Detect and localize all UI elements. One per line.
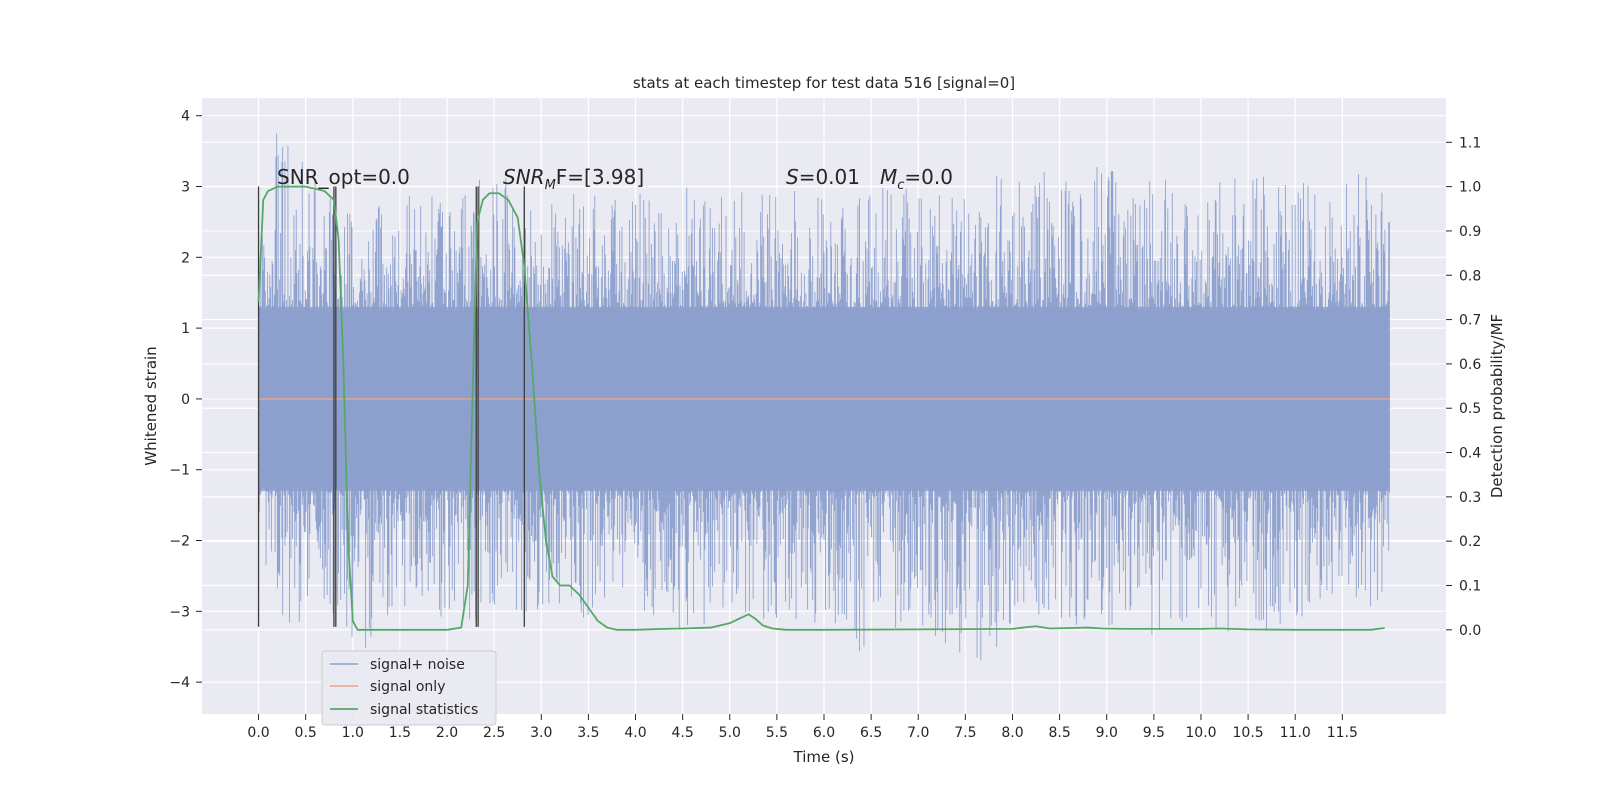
y-tick-label: −2 [169, 534, 190, 550]
annotation-snr-mf-subscript: M [545, 178, 556, 193]
y-right-tick-label: 0.0 [1459, 623, 1481, 639]
legend-box [321, 650, 497, 726]
annotation-snr-mf-symbol: SNR [503, 165, 545, 189]
y-right-tick-label: 0.4 [1459, 446, 1481, 462]
x-tick-label: 3.5 [577, 725, 599, 741]
annotation-s-symbol: S [786, 165, 799, 189]
annotation-snr-opt: SNR_opt=0.0 [277, 165, 410, 189]
annotation-mc-symbol: M [880, 165, 897, 189]
legend-label-signal-noise: signal+ noise [370, 657, 465, 673]
x-tick-label: 8.0 [1001, 725, 1023, 741]
legend-label-signal-statistics: signal statistics [370, 702, 478, 718]
x-tick-label: 1.0 [342, 725, 364, 741]
annotation-mc: Mc=0.0 [880, 165, 953, 193]
y-tick-label: 0 [181, 392, 190, 408]
x-tick-label: 0.0 [247, 725, 269, 741]
y-right-tick-label: 0.5 [1459, 401, 1481, 417]
x-tick-label: 10.5 [1233, 725, 1264, 741]
annotation-snr-mf: SNRMF=[3.98] [503, 165, 644, 193]
y-tick-label: −1 [169, 463, 190, 479]
x-tick-label: 5.5 [766, 725, 788, 741]
y-right-tick-label: 1.1 [1459, 135, 1481, 151]
annotation-mc-subscript: c [897, 178, 904, 193]
x-tick-label: 0.5 [295, 725, 317, 741]
signal-statistics-line [257, 185, 1385, 631]
x-tick-label: 2.5 [483, 725, 505, 741]
y-right-tick-label: 0.2 [1459, 534, 1481, 550]
y-tick-label: 4 [181, 109, 190, 125]
x-tick-label: 11.0 [1280, 725, 1311, 741]
x-tick-label: 5.0 [719, 725, 741, 741]
y-axis-label-left: Whitened strain [142, 346, 160, 465]
y-tick-label: −4 [169, 675, 190, 691]
annotation-s-value: =0.01 [799, 165, 860, 189]
series-signal-statistics [257, 185, 1385, 631]
x-axis-label: Time (s) [793, 748, 855, 766]
y-right-tick-label: 0.7 [1459, 313, 1481, 329]
annotation-s: S=0.01 [786, 165, 860, 189]
x-tick-label: 2.0 [436, 725, 458, 741]
x-tick-label: 11.5 [1327, 725, 1358, 741]
x-tick-label: 7.0 [907, 725, 929, 741]
y-right-tick-label: 1.0 [1459, 180, 1481, 196]
annotation-snr-mf-value: F=[3.98] [556, 165, 644, 189]
legend-label-signal-only: signal only [370, 679, 445, 695]
x-tick-label: 1.5 [389, 725, 411, 741]
x-tick-label: 4.0 [624, 725, 646, 741]
y-right-tick-label: 0.9 [1459, 224, 1481, 240]
y-right-tick-label: 0.8 [1459, 268, 1481, 284]
x-tick-label: 9.5 [1143, 725, 1165, 741]
chart-title: stats at each timestep for test data 516… [633, 74, 1015, 92]
x-tick-label: 7.5 [954, 725, 976, 741]
tick-labels: 0.0 0.5 1.0 1.5 2.0 2.5 3.0 3.5 4.0 4.5 5.0 5.5 6.0 6… [169, 109, 1481, 741]
x-tick-label: 3.0 [530, 725, 552, 741]
x-tick-label: 10.0 [1185, 725, 1216, 741]
y-right-tick-label: 0.1 [1459, 578, 1481, 594]
y-tick-label: 3 [181, 180, 190, 196]
annotation-mc-value: =0.0 [904, 165, 953, 189]
y-axis-label-right: Detection probability/MF [1488, 314, 1506, 498]
y-right-tick-label: 0.6 [1459, 357, 1481, 373]
x-tick-label: 4.5 [672, 725, 694, 741]
y-tick-label: −3 [169, 604, 190, 620]
legend: signal+ noise signal only signal statist… [321, 650, 497, 726]
x-tick-label: 8.5 [1048, 725, 1070, 741]
x-tick-label: 9.0 [1096, 725, 1118, 741]
y-tick-label: 1 [181, 321, 190, 337]
x-tick-label: 6.0 [813, 725, 835, 741]
y-right-tick-label: 0.3 [1459, 490, 1481, 506]
x-tick-label: 6.5 [860, 725, 882, 741]
y-tick-label: 2 [181, 250, 190, 266]
